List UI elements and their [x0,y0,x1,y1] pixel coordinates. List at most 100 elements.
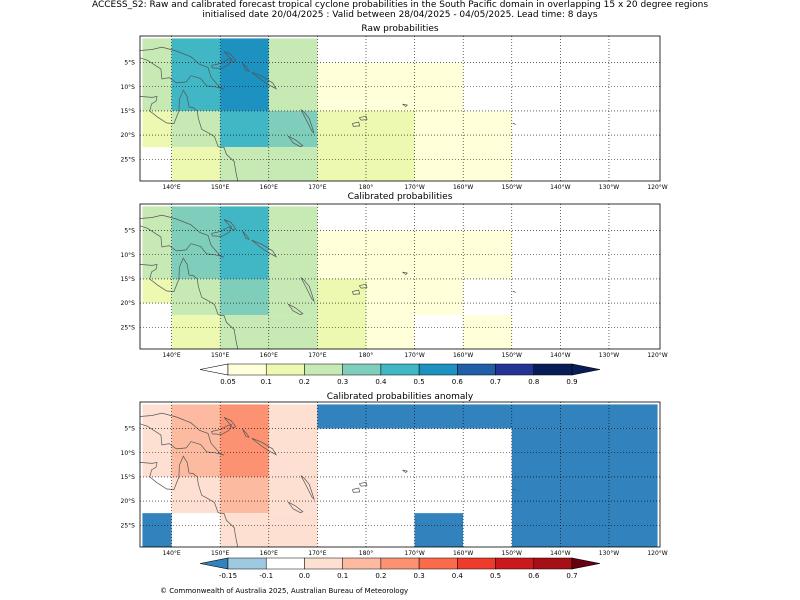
anomaly-colorbar-segment [457,557,496,570]
anomaly-colorbar-segment [533,557,573,570]
anomaly-colorbar-label: -0.15 [219,572,237,580]
australia-coastline [140,89,239,181]
anomaly-colorbar-under-arrow [199,557,229,570]
solomon-islands-coastline [251,239,278,258]
samoa-coastline [402,469,409,474]
longitude-tick-label: 160°W [453,352,473,359]
longitude-tick-label: 130°W [599,184,619,191]
new-caledonia-coastline [287,303,304,316]
probability-cell [365,513,415,547]
new-ireland-coastline [223,51,237,63]
samoa-coastline [402,271,409,276]
longitude-tick-label: 140°E [162,352,180,359]
probability-cell [365,476,512,514]
probability-colorbar-label: 0.4 [375,378,387,386]
longitude-tick-label: 160°E [260,184,278,191]
probability-cell [268,404,318,477]
probability-cell [171,476,221,514]
probability-colorbar-segment [304,363,343,376]
probability-cell [268,206,318,279]
longitude-tick-label: 120°W [647,550,667,557]
probability-cell [220,206,269,279]
probability-cell [317,62,464,111]
probability-cell [171,278,221,316]
solomon-islands-coastline [251,437,278,456]
bougainville-coastline [242,230,250,240]
longitude-tick-label: 160°W [453,550,473,557]
anomaly-colorbar-segment [380,557,420,570]
vanua-levu-coastline [358,283,368,289]
probability-colorbar-label: 0.05 [220,378,236,386]
anomaly-colorbar-label: 0.4 [452,572,464,580]
probability-cell [463,315,512,349]
probability-colorbar-label: 0.5 [414,378,425,386]
panel-title-anomaly: Calibrated probabilities anomaly [326,392,474,402]
longitude-tick-label: 170°E [308,352,326,359]
probability-cell [171,38,221,111]
new-ireland-coastline [223,417,237,429]
australia-coastline [140,257,239,349]
probability-cell [463,513,512,547]
longitude-tick-label: 180° [359,184,373,191]
anomaly-colorbar-segment [304,557,343,570]
latitude-tick-label: 25°S [121,522,136,529]
australia-coastline [140,455,239,547]
anomaly-colorbar-label: 0.7 [566,572,577,580]
probability-colorbar-label: 0.7 [490,378,501,386]
longitude-tick-label: 160°W [453,184,473,191]
probability-colorbar-label: 0.8 [528,378,539,386]
anomaly-colorbar-over-arrow [571,557,601,570]
probability-cell [220,278,269,316]
probability-cell [365,110,415,148]
solomon-islands-coastline [251,71,278,90]
latitude-tick-label: 10°S [121,252,136,259]
longitude-tick-label: 150°E [211,352,229,359]
longitude-tick-label: 160°E [260,550,278,557]
probability-cell [220,476,269,514]
probability-colorbar-under-arrow [199,363,229,376]
anomaly-colorbar-segment [495,557,535,570]
longitude-tick-label: 170°E [308,184,326,191]
longitude-tick-label: 140°W [550,184,570,191]
probability-cell [317,404,658,429]
probability-cell [511,428,658,547]
vanuatu-coastline [300,475,315,501]
longitude-tick-label: 170°E [308,550,326,557]
latitude-tick-label: 15°S [121,108,136,115]
latitude-tick-label: 5°S [124,426,135,433]
figure-title-line-2: initialised date 20/04/2025 : Valid betw… [202,10,598,20]
probability-cell [220,38,269,111]
fiji-coastline [352,487,361,493]
latitude-tick-label: 5°S [124,60,135,67]
map-panel-1 [140,204,660,349]
longitude-tick-label: 150°W [502,184,522,191]
latitude-tick-label: 10°S [121,450,136,457]
probability-colorbar-segment [380,363,420,376]
probability-cell [171,206,221,279]
latitude-tick-label: 20°S [121,300,136,307]
longitude-tick-label: 150°W [502,352,522,359]
longitude-tick-label: 170°W [404,550,424,557]
probability-cell [365,315,415,349]
probability-cell [171,147,221,181]
longitude-tick-label: 180° [359,550,373,557]
anomaly-colorbar-label: 0.0 [299,572,310,580]
probability-colorbar-label: 0.1 [261,378,272,386]
longitude-tick-label: 170°W [404,184,424,191]
latitude-tick-label: 25°S [121,324,136,331]
anomaly-colorbar-label: 0.6 [528,572,540,580]
longitude-tick-label: 180° [359,352,373,359]
probability-colorbar-label: 0.6 [452,378,464,386]
anomaly-colorbar-segment [227,557,267,570]
map-panel-2 [140,402,660,547]
new-ireland-coastline [223,219,237,231]
latitude-tick-label: 15°S [121,474,136,481]
probability-colorbar-segment [457,363,496,376]
anomaly-colorbar-label: 0.3 [414,572,425,580]
probability-cell [142,38,172,111]
longitude-tick-label: 140°W [550,550,570,557]
anomaly-colorbar-segment [342,557,382,570]
probability-colorbar-segment [533,363,573,376]
fiji-coastline [352,289,361,295]
probability-cell [171,110,221,148]
